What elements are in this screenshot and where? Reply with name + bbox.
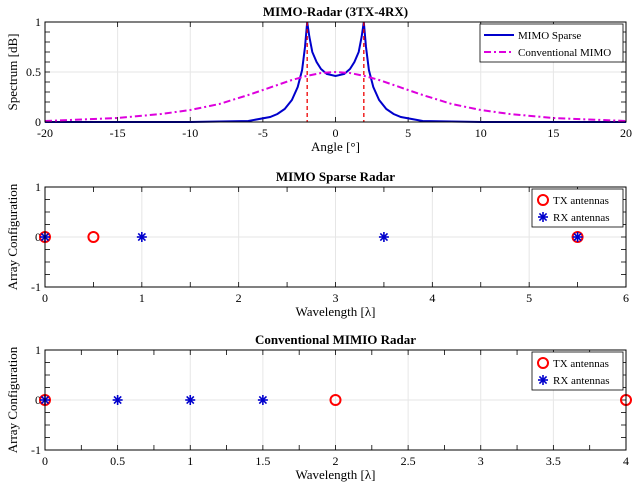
rx-antenna-marker xyxy=(378,232,389,242)
rx-asterisk-stroke xyxy=(538,212,548,222)
legend-label: RX antennas xyxy=(553,212,610,224)
legend-label: MIMO Sparse xyxy=(518,30,581,42)
chart-title: MIMO-Radar (3TX-4RX) xyxy=(263,4,408,19)
x-tick-label: 4 xyxy=(429,291,435,305)
x-tick-label: -20 xyxy=(37,126,53,140)
x-tick-label: 0 xyxy=(42,454,48,468)
x-tick-label: 15 xyxy=(547,126,559,140)
legend-label: Conventional MIMO xyxy=(518,47,611,59)
x-tick-label: 2 xyxy=(333,454,339,468)
x-tick-label: 6 xyxy=(623,291,629,305)
legend-box xyxy=(531,351,624,391)
chart-title: MIMO Sparse Radar xyxy=(276,169,395,184)
x-axis-label: Angle [°] xyxy=(311,139,360,154)
legend: MIMO Sparse Conventional MIMO xyxy=(479,23,624,63)
rx-antenna-marker xyxy=(136,232,147,242)
legend-box xyxy=(531,188,624,228)
x-tick-label: 2 xyxy=(236,291,242,305)
chart-panel-1: -20 -15 -10 -5 0 5 10 15 20 0 0.5 1 MIMO-Radar (3TX-… xyxy=(5,4,632,154)
y-tick-label: -1 xyxy=(31,280,41,294)
rx-antenna-marker xyxy=(257,395,268,405)
legend-label: RX antennas xyxy=(553,375,610,387)
x-tick-label: 3.5 xyxy=(546,454,561,468)
legend-tx-symbol xyxy=(537,357,549,369)
legend-label: TX antennas xyxy=(553,358,609,370)
x-tick-label: 1 xyxy=(139,291,145,305)
x-tick-label: 0.5 xyxy=(110,454,125,468)
axes-frame xyxy=(44,349,627,451)
y-tick-label: 0 xyxy=(35,230,41,244)
x-tick-label: 5 xyxy=(526,291,532,305)
rx-antenna-marker xyxy=(112,395,123,405)
x-axis-label: Wavelength [λ] xyxy=(296,467,376,482)
x-tick-label: 0 xyxy=(42,291,48,305)
x-axis-label: Wavelength [λ] xyxy=(296,304,376,319)
y-tick-label: -1 xyxy=(31,443,41,457)
series-line-1 xyxy=(45,21,626,123)
legend-box xyxy=(479,23,624,63)
y-tick-label: 1 xyxy=(35,180,41,194)
y-tick-label: 1 xyxy=(35,15,41,29)
y-axis-label: Array Configuration xyxy=(5,183,20,290)
x-tick-label: -5 xyxy=(258,126,268,140)
rx-asterisk-stroke xyxy=(379,232,389,242)
rx-asterisk-stroke xyxy=(258,395,268,405)
x-tick-label: 1.5 xyxy=(255,454,270,468)
x-tick-label: 4 xyxy=(623,454,629,468)
x-tick-label: 1 xyxy=(187,454,193,468)
x-tick-label: 3 xyxy=(333,291,339,305)
series-line-2 xyxy=(44,70,627,122)
x-tick-label: -10 xyxy=(182,126,198,140)
x-tick-label: 5 xyxy=(405,126,411,140)
x-tick-label: 0 xyxy=(333,126,339,140)
x-tick-label: 20 xyxy=(620,126,632,140)
x-tick-label: 3 xyxy=(478,454,484,468)
rx-asterisk-stroke xyxy=(538,375,548,385)
chart-title: Conventional MIMIO Radar xyxy=(255,332,416,347)
axes-frame xyxy=(44,21,627,123)
legend: TX antennas RX antennas xyxy=(531,188,624,228)
tx-antenna-marker xyxy=(329,394,342,406)
rx-asterisk-stroke xyxy=(137,232,146,242)
legend-tx-symbol xyxy=(537,194,549,206)
y-axis-label: Array Configuration xyxy=(5,346,20,453)
x-tick-label: -15 xyxy=(110,126,126,140)
axes-frame xyxy=(44,186,627,288)
legend: TX antennas RX antennas xyxy=(531,351,624,391)
y-tick-label: 0 xyxy=(35,393,41,407)
rx-antenna-marker xyxy=(572,232,583,242)
rx-asterisk-stroke xyxy=(113,395,122,405)
rx-asterisk-stroke xyxy=(573,232,582,242)
legend-rx-symbol xyxy=(538,212,548,222)
y-tick-label: 1 xyxy=(35,343,41,357)
legend-label: TX antennas xyxy=(553,195,609,207)
y-tick-label: 0 xyxy=(35,115,41,129)
x-tick-label: 10 xyxy=(475,126,487,140)
rx-antenna-marker xyxy=(185,395,196,405)
rx-asterisk-stroke xyxy=(186,395,195,405)
y-axis-label: Spectrum [dB] xyxy=(5,34,20,111)
tx-antenna-marker xyxy=(87,231,100,243)
y-tick-label: 0.5 xyxy=(26,65,41,79)
legend-rx-symbol xyxy=(538,375,548,385)
x-tick-label: 2.5 xyxy=(401,454,416,468)
